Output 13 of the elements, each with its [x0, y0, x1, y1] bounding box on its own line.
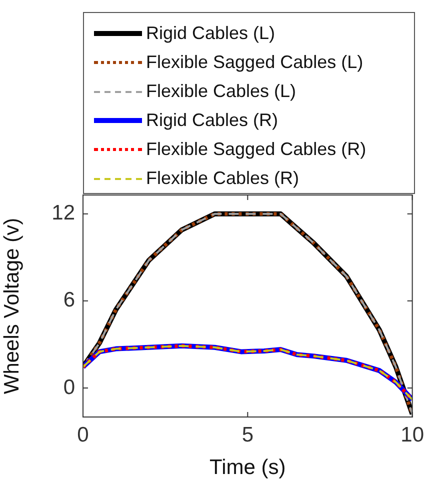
x-tick-label: 5 — [242, 423, 254, 446]
legend-label: Flexible Sagged Cables (L) — [146, 52, 364, 73]
legend-label: Rigid Cables (R) — [146, 110, 278, 131]
y-tick-label: 6 — [63, 288, 75, 312]
x-tick-label: 10 — [400, 423, 424, 446]
x-axis-title: Time (s) — [210, 456, 286, 480]
y-tick-label: 0 — [63, 376, 75, 399]
legend-label: Flexible Cables (L) — [146, 81, 296, 102]
y-axis-title: Wheels Voltage (v) — [0, 218, 24, 394]
legend-label: Rigid Cables (L) — [146, 23, 276, 44]
legend-label: Flexible Cables (R) — [146, 168, 300, 189]
legend-label: Flexible Sagged Cables (R) — [146, 139, 366, 160]
y-tick-label: 12 — [52, 202, 75, 225]
